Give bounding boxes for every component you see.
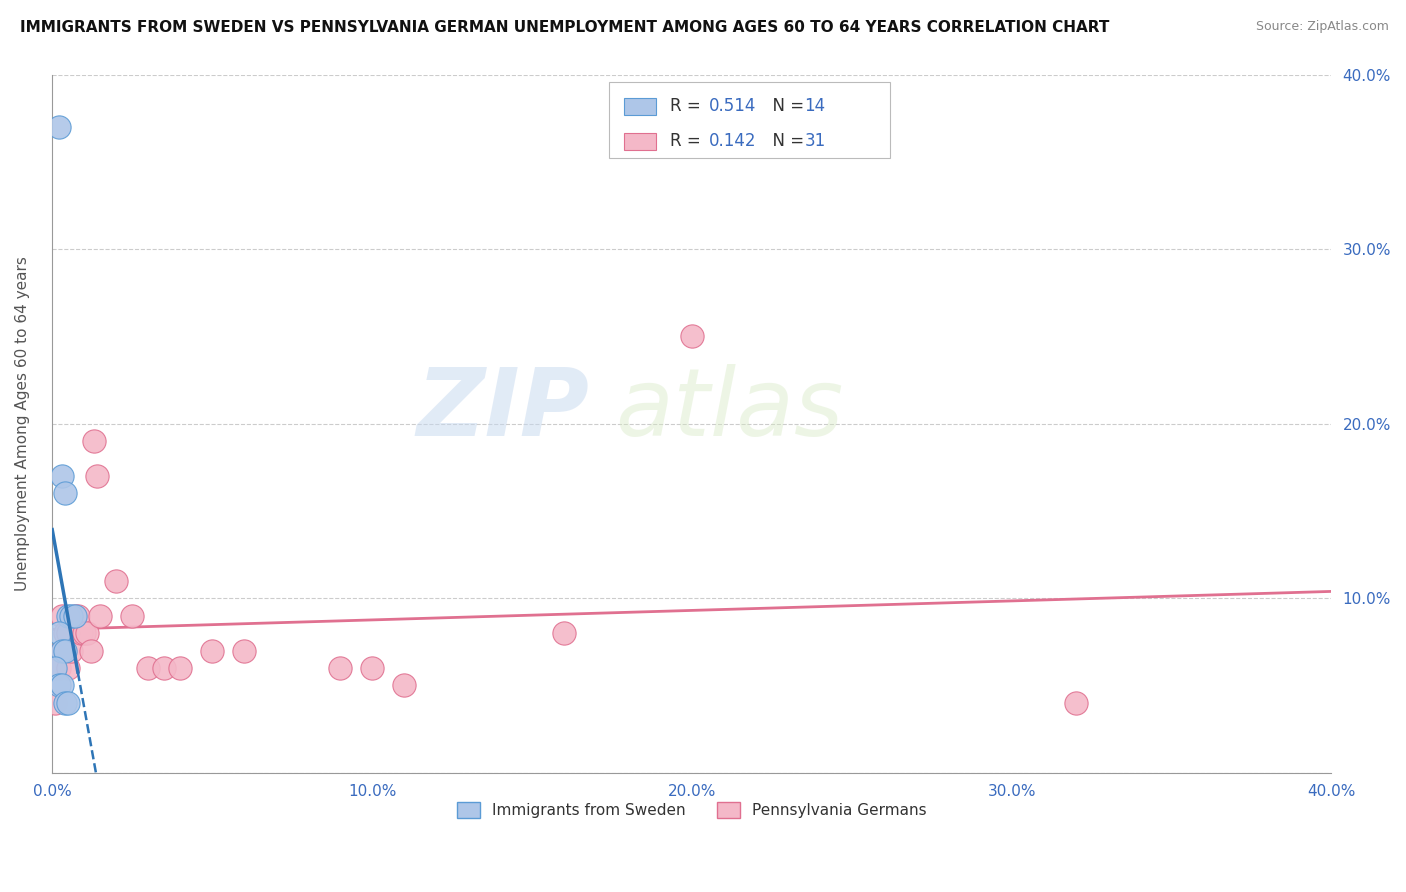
Point [233, 643, 256, 657]
Point [83, 434, 105, 448]
Text: 31: 31 [804, 132, 825, 151]
Point [53, 696, 76, 710]
Point [48, 120, 70, 134]
Text: N =: N = [762, 97, 810, 115]
Point [66, 608, 89, 623]
FancyBboxPatch shape [624, 98, 657, 115]
Point [51, 469, 73, 483]
Point [51, 678, 73, 692]
Point [53, 643, 76, 657]
Point [681, 329, 703, 343]
Text: R =: R = [671, 132, 706, 151]
Point [136, 661, 159, 675]
Point [53, 643, 76, 657]
Point [76, 626, 98, 640]
Point [153, 661, 176, 675]
Point [51, 643, 73, 657]
Y-axis label: Unemployment Among Ages 60 to 64 years: Unemployment Among Ages 60 to 64 years [15, 256, 30, 591]
Text: IMMIGRANTS FROM SWEDEN VS PENNSYLVANIA GERMAN UNEMPLOYMENT AMONG AGES 60 TO 64 Y: IMMIGRANTS FROM SWEDEN VS PENNSYLVANIA G… [20, 20, 1109, 35]
Point [60, 643, 83, 657]
Point [58, 696, 80, 710]
Point [63, 608, 86, 623]
Point [169, 661, 191, 675]
FancyBboxPatch shape [609, 81, 890, 158]
Point [60, 608, 83, 623]
Point [89, 608, 111, 623]
Point [329, 661, 352, 675]
Point [48, 678, 70, 692]
Point [58, 626, 80, 640]
Point [53, 626, 76, 640]
Point [86, 469, 108, 483]
Point [105, 574, 128, 588]
Point [79, 643, 101, 657]
Text: 0.142: 0.142 [709, 132, 756, 151]
Text: 0.514: 0.514 [709, 97, 756, 115]
Point [51, 608, 73, 623]
Point [73, 626, 96, 640]
FancyBboxPatch shape [624, 133, 657, 151]
Point [201, 643, 224, 657]
Point [48, 661, 70, 675]
Point [44, 696, 66, 710]
Point [63, 608, 86, 623]
Text: 14: 14 [804, 97, 825, 115]
Text: ZIP: ZIP [416, 364, 589, 456]
Point [553, 626, 575, 640]
Text: R =: R = [671, 97, 706, 115]
Point [44, 661, 66, 675]
Point [361, 661, 384, 675]
Point [53, 486, 76, 500]
Legend: Immigrants from Sweden, Pennsylvania Germans: Immigrants from Sweden, Pennsylvania Ger… [451, 797, 932, 824]
Text: Source: ZipAtlas.com: Source: ZipAtlas.com [1256, 20, 1389, 33]
Point [48, 626, 70, 640]
Point [58, 661, 80, 675]
Point [58, 608, 80, 623]
Text: N =: N = [762, 132, 810, 151]
Point [1064, 696, 1087, 710]
Point [70, 626, 93, 640]
Point [392, 678, 415, 692]
Point [51, 643, 73, 657]
Point [121, 608, 143, 623]
Text: atlas: atlas [614, 364, 844, 455]
